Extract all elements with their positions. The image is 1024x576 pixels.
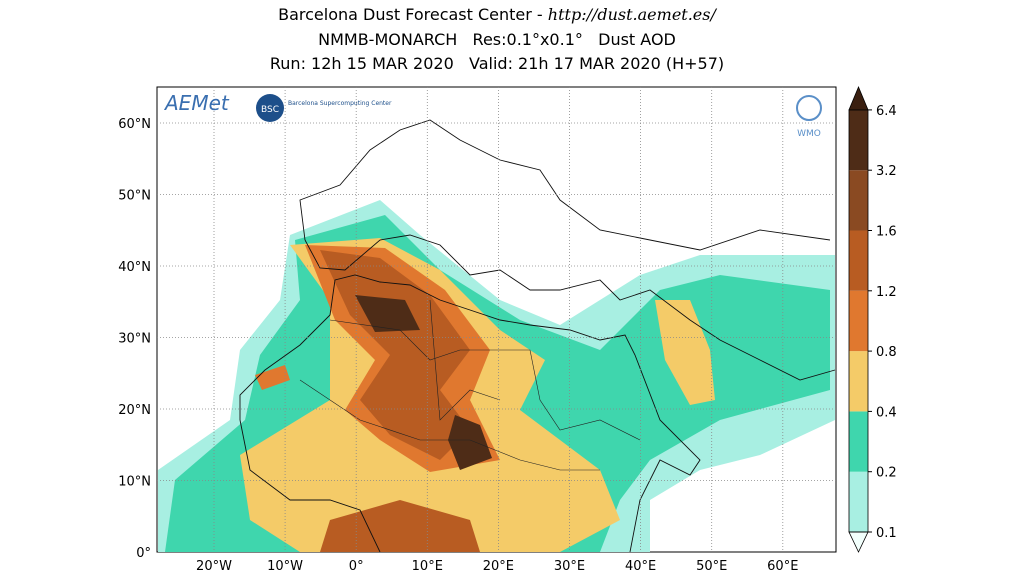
colorbar-label: 0.8 xyxy=(876,345,897,360)
dust-area xyxy=(255,365,290,390)
logos: AEMet BSC Barcelona Supercomputing Cente… xyxy=(163,91,822,139)
logo-bsc-name: Barcelona Supercomputing Center xyxy=(288,100,392,107)
border xyxy=(429,299,501,421)
lat-label: 40°N xyxy=(118,260,151,275)
title-url: http://dust.aemet.es/ xyxy=(548,5,718,24)
colorbar-segment xyxy=(849,109,868,171)
dust-area xyxy=(320,250,470,460)
lon-label: 0° xyxy=(349,559,364,574)
coastline xyxy=(304,234,836,381)
lon-label: 60°E xyxy=(767,559,798,574)
colorbar-segment xyxy=(849,471,868,532)
colorbar-label: 0.4 xyxy=(876,405,897,420)
colorbar-label: 0.1 xyxy=(876,526,897,541)
lat-label: 20°N xyxy=(118,403,151,418)
colorbar-extend-top xyxy=(848,85,869,111)
colorbar-segment xyxy=(849,351,868,412)
lat-label: 30°N xyxy=(118,332,151,347)
lon-label: 10°E xyxy=(412,559,443,574)
lat-label: 0° xyxy=(136,546,151,561)
colorbar-label: 0.2 xyxy=(876,466,897,481)
colorbar-segment xyxy=(849,170,868,231)
colorbar-segment xyxy=(849,290,868,352)
title: Barcelona Dust Forecast Center - http://… xyxy=(278,5,717,24)
logo-bsc: BSC xyxy=(261,105,279,115)
lat-label: 50°N xyxy=(118,189,151,204)
colorbar-label: 1.2 xyxy=(876,285,897,300)
title-prefix: Barcelona Dust Forecast Center - xyxy=(278,5,548,24)
colorbar: 0.1 0.2 0.4 0.8 1.2 1.6 3.2 6.4 xyxy=(848,85,897,553)
colorbar-segment xyxy=(849,411,868,472)
lon-label: 20°W xyxy=(196,559,232,574)
logo-aemet: AEMet xyxy=(163,91,230,115)
lon-label: 30°E xyxy=(554,559,585,574)
subtitle: NMMB-MONARCH Res:0.1°x0.1° Dust AOD xyxy=(318,30,676,49)
lat-label: 10°N xyxy=(118,475,151,490)
colorbar-label: 1.6 xyxy=(876,225,897,240)
logo-bsc-mark xyxy=(256,94,284,122)
colorbar-frame xyxy=(848,109,869,533)
colorbar-segment xyxy=(849,230,868,291)
logo-wmo: WMO xyxy=(797,129,821,139)
colorbar-label: 6.4 xyxy=(876,104,897,119)
lon-label: 10°W xyxy=(267,559,303,574)
lon-label: 20°E xyxy=(483,559,514,574)
lon-label: 50°E xyxy=(696,559,727,574)
dust-area xyxy=(448,415,492,470)
border xyxy=(299,379,600,471)
dust-area xyxy=(355,295,420,332)
run-info: Run: 12h 15 MAR 2020 Valid: 21h 17 MAR 2… xyxy=(270,54,724,73)
lon-label: 40°E xyxy=(625,559,656,574)
coastline xyxy=(239,274,701,552)
coastline xyxy=(239,419,381,552)
lat-label: 60°N xyxy=(118,117,151,132)
dust-area xyxy=(320,500,480,552)
map: 60°N 50°N 40°N 30°N 20°N 10°N 0° 20°W 10°W 0° 10°E… xyxy=(118,86,837,574)
logo-wmo-mark xyxy=(796,95,822,121)
colorbar-extend-bottom xyxy=(848,531,869,553)
colorbar-label: 3.2 xyxy=(876,164,897,179)
border xyxy=(329,319,641,441)
coastline xyxy=(299,119,831,251)
